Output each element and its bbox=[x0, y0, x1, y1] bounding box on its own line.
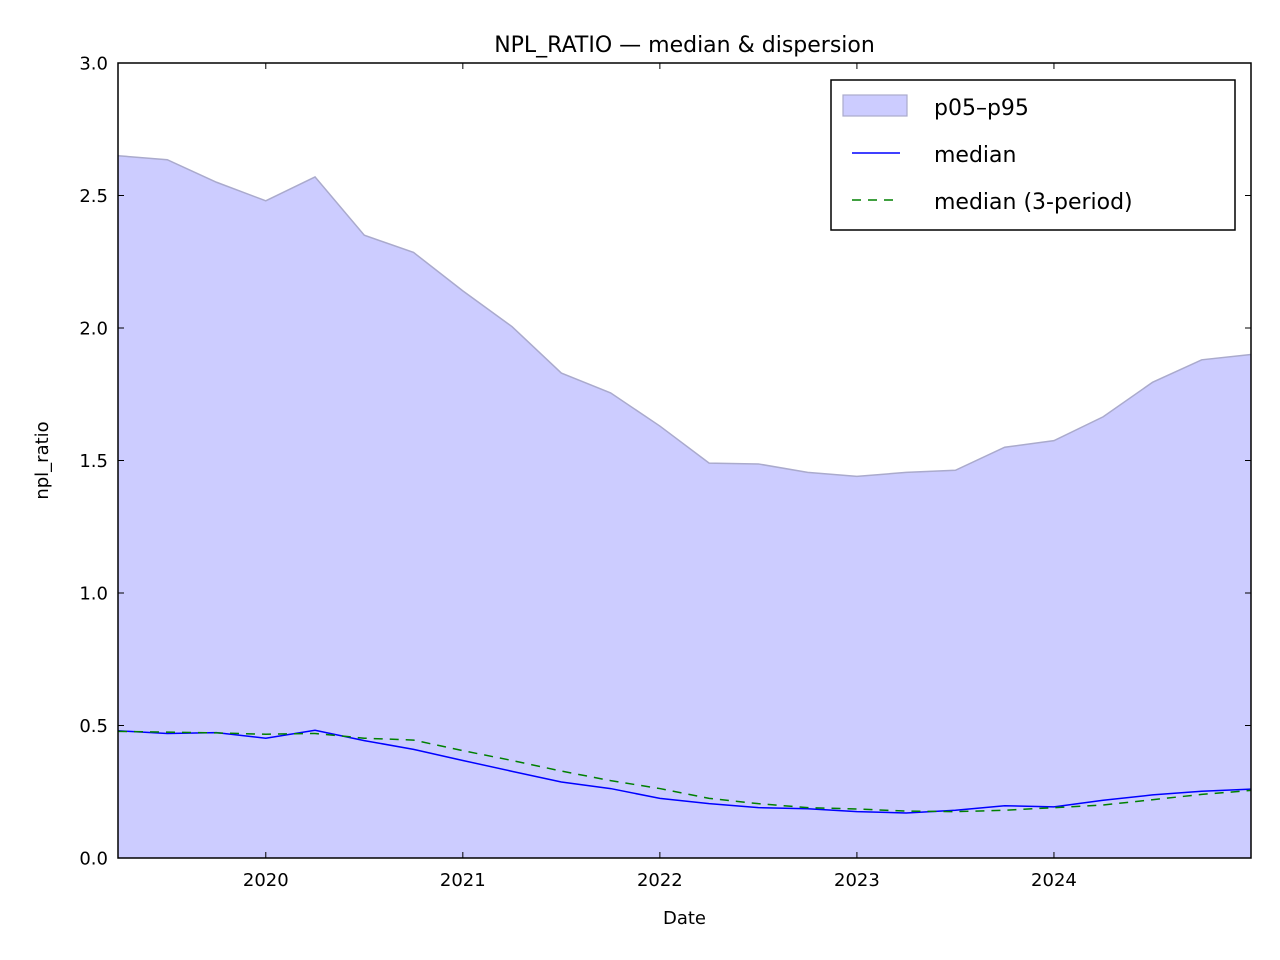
legend-label-median-3-period: median (3-period) bbox=[934, 190, 1133, 215]
plot-area bbox=[117, 155, 1252, 858]
y-tick-label-3.0: 3.0 bbox=[79, 54, 108, 75]
y-tick-label-1.0: 1.0 bbox=[79, 584, 108, 605]
y-tick-label-2.5: 2.5 bbox=[79, 186, 108, 207]
band-upper-edge bbox=[117, 155, 1252, 478]
y-axis-label: npl_ratio bbox=[32, 421, 53, 499]
x-tick-label-2021: 2021 bbox=[440, 870, 486, 891]
x-tick-label-2024: 2024 bbox=[1031, 870, 1077, 891]
y-tick-label-0.5: 0.5 bbox=[79, 716, 108, 737]
chart-title: NPL_RATIO — median & dispersion bbox=[494, 33, 875, 58]
y-tick-label-2.0: 2.0 bbox=[79, 319, 108, 340]
x-tick-label-2020: 2020 bbox=[243, 870, 289, 891]
x-tick-label-2023: 2023 bbox=[834, 870, 880, 891]
axis-ticks: 2020 2021 2022 2023 2024 0.0 0.5 1.0 1.5 2.0 2.5 3.… bbox=[79, 54, 1251, 891]
y-tick-label-0.0: 0.0 bbox=[79, 849, 108, 870]
x-tick-label-2022: 2022 bbox=[637, 870, 683, 891]
series-line-median bbox=[117, 729, 1252, 814]
y-tick-label-1.5: 1.5 bbox=[79, 451, 108, 472]
legend-swatch-band bbox=[842, 94, 908, 117]
series-line-median-3-period bbox=[117, 730, 1252, 813]
legend: p05–p95 median median (3-period) bbox=[830, 79, 1236, 231]
legend-label-median: median bbox=[934, 143, 1016, 168]
x-axis-label: Date bbox=[663, 908, 706, 929]
band-p05-p95 bbox=[118, 155, 1251, 858]
legend-label-band: p05–p95 bbox=[934, 96, 1029, 121]
